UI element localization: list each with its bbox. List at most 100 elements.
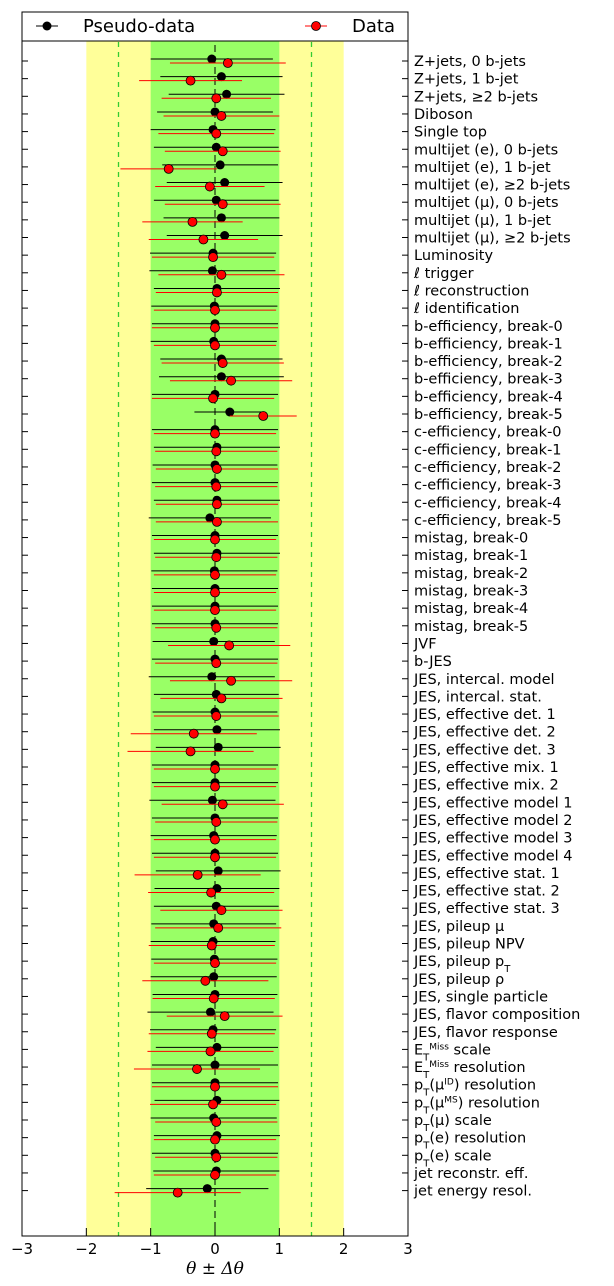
category-label: b-efficiency, break-2 (414, 354, 563, 370)
data-point (211, 1152, 222, 1163)
data-point (205, 1046, 216, 1057)
data-point (210, 852, 220, 863)
category-label: multijet (μ), ≥2 b-jets (414, 231, 571, 247)
data-point (200, 975, 211, 986)
pseudo-data-point (215, 160, 225, 170)
category-label: JES, effective det. 3 (413, 742, 556, 758)
category-label: pT(μID) resolution (414, 1078, 536, 1099)
category-label: JES, pileup ρ (413, 972, 504, 988)
pseudo-data-point (207, 672, 217, 682)
data-marks (114, 54, 297, 1198)
category-label: ETMiss scale (414, 1042, 491, 1063)
pseudo-data-point (212, 725, 222, 735)
category-label: JES, pileup pT (413, 954, 511, 975)
data-point (211, 93, 222, 104)
data-point (187, 216, 198, 227)
data-point (208, 252, 218, 263)
category-label: multijet (μ), 1 b-jet (414, 213, 551, 229)
category-label: c-efficiency, break-4 (414, 495, 562, 511)
data-point (210, 322, 220, 333)
data-point (206, 940, 217, 951)
category-label: c-efficiency, break-5 (414, 513, 562, 529)
pseudo-data-point (207, 795, 217, 805)
pseudo-data-point (207, 266, 217, 276)
category-label: mistag, break-5 (414, 619, 528, 635)
category-label: multijet (μ), 0 b-jets (414, 195, 559, 211)
category-label: JVF (413, 636, 437, 652)
category-label: JES, single particle (413, 989, 548, 1005)
category-label: b-efficiency, break-5 (414, 407, 563, 423)
data-point (211, 552, 222, 563)
data-point (216, 693, 227, 704)
category-label: JES, effective model 3 (413, 831, 572, 847)
category-label: pT(μ) scale (414, 1113, 492, 1134)
legend-label-pseudo-data: Pseudo-data (83, 16, 195, 37)
category-label: c-efficiency, break-3 (414, 478, 562, 494)
pseudo-data-point (205, 513, 215, 523)
legend-marker-data (311, 21, 321, 31)
data-point (216, 111, 227, 121)
data-point (258, 411, 269, 421)
pseudo-data-point (205, 1007, 215, 1017)
data-point (224, 640, 235, 651)
data-point (204, 181, 215, 192)
data-point (217, 199, 228, 210)
category-label: b-efficiency, break-0 (414, 319, 563, 335)
category-label: ℓ identification (413, 301, 519, 317)
pseudo-data-point (210, 1060, 220, 1070)
data-point (188, 728, 199, 739)
category-label: pT(e) resolution (414, 1131, 526, 1152)
category-label: JES, flavor composition (413, 1007, 580, 1023)
category-label: jet energy resol. (413, 1184, 532, 1200)
data-point (211, 658, 222, 668)
category-label: ℓ reconstruction (413, 283, 529, 299)
data-point (211, 817, 222, 827)
data-point (211, 711, 222, 721)
category-label: JES, effective mix. 1 (413, 760, 559, 776)
data-point (206, 1028, 217, 1039)
category-label: JES, effective stat. 2 (413, 884, 560, 900)
category-label: ℓ trigger (413, 266, 474, 282)
x-tick-label: 0 (210, 1240, 220, 1258)
data-point (210, 1134, 220, 1145)
data-point (210, 781, 220, 792)
data-point (192, 1064, 202, 1074)
x-axis: −3 −2 −1 0 1 2 3 (11, 12, 413, 1258)
pseudo-data-point (209, 972, 219, 982)
data-point (217, 146, 228, 157)
category-label: JES, effective det. 2 (413, 725, 556, 741)
data-point (163, 163, 174, 174)
pseudo-data-point (216, 213, 226, 223)
category-label: multijet (e), ≥2 b-jets (414, 178, 570, 194)
pseudo-data-point (213, 866, 223, 876)
data-point (185, 746, 196, 757)
data-point (210, 764, 220, 774)
pseudo-data-point (220, 178, 230, 188)
data-point (219, 1011, 230, 1021)
data-point (211, 481, 222, 492)
data-point (210, 587, 220, 598)
pseudo-data-point (207, 54, 217, 64)
data-point (213, 922, 224, 933)
category-label: JES, pileup μ (413, 919, 504, 935)
data-point (210, 305, 220, 316)
category-label: multijet (e), 0 b-jets (414, 142, 558, 158)
category-label: pT(e) scale (414, 1148, 492, 1169)
data-point (206, 887, 217, 898)
data-point (210, 428, 220, 439)
x-tick-label: 1 (275, 1240, 285, 1258)
legend-box (21, 11, 409, 42)
data-point (210, 958, 220, 969)
pseudo-data-point (213, 742, 223, 752)
pseudo-data-point (216, 372, 226, 382)
category-label: c-efficiency, break-0 (414, 425, 562, 441)
category-label: JES, effective model 4 (413, 848, 572, 864)
category-label: JES, effective mix. 2 (413, 778, 559, 794)
category-label: Z+jets, 1 b-jet (414, 72, 519, 88)
category-label: Z+jets, 0 b-jets (414, 54, 526, 70)
category-label: JES, flavor response (413, 1025, 558, 1041)
data-point (212, 499, 222, 510)
data-point (222, 58, 233, 68)
